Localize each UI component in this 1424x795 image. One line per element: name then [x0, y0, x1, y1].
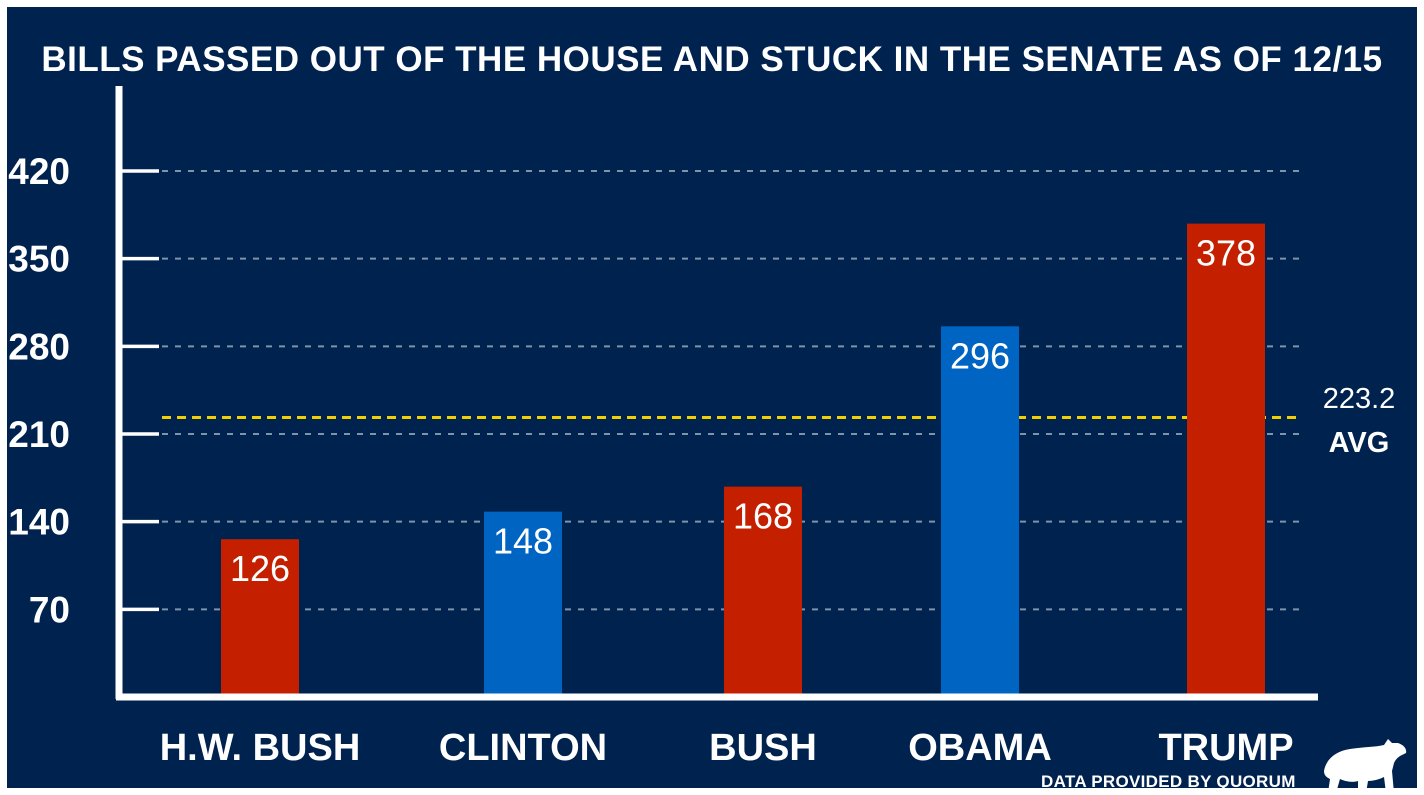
chart-title: BILLS PASSED OUT OF THE HOUSE AND STUCK …: [41, 40, 1383, 79]
bar-value-label: 126: [230, 548, 290, 589]
y-tick-label: 350: [8, 239, 70, 280]
bars-layer: [221, 223, 1265, 697]
bar-value-label: 148: [493, 521, 553, 562]
bear-icon: [1324, 739, 1407, 793]
category-label: BUSH: [709, 727, 817, 769]
bar: [221, 539, 299, 697]
y-tick-label: 420: [8, 151, 70, 192]
category-label: CLINTON: [439, 727, 607, 769]
category-label: OBAMA: [908, 727, 1052, 769]
bar: [941, 326, 1019, 697]
y-tick-label: 140: [8, 502, 70, 543]
bar: [484, 511, 562, 697]
bar-value-label: 168: [733, 496, 793, 537]
category-label: TRUMP: [1158, 727, 1293, 769]
average-label: AVG: [1329, 427, 1390, 459]
data-source-credit: DATA PROVIDED BY QUORUM: [1041, 772, 1296, 791]
bar: [1187, 223, 1265, 697]
labels-layer: 70 140 210 280 350 420 223.2 AVG 126 H.W. BUSH 148…: [8, 151, 1395, 769]
category-label: H.W. BUSH: [160, 727, 361, 769]
y-tick-label: 280: [8, 326, 70, 367]
bar: [724, 486, 802, 697]
bar-value-label: 378: [1196, 233, 1256, 274]
y-tick-label: 70: [29, 589, 70, 630]
y-tick-label: 210: [8, 414, 70, 455]
average-value-label: 223.2: [1323, 383, 1396, 415]
bar-value-label: 296: [950, 335, 1010, 376]
axis-layer: [115, 86, 1318, 701]
